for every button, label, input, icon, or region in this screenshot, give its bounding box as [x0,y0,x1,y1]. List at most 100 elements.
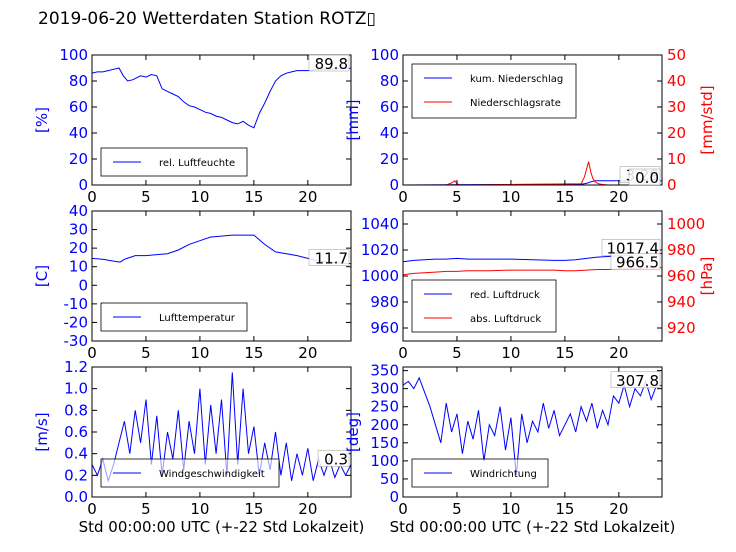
y-tick-label: 30 [69,221,88,239]
y-tick-label: 80 [380,72,399,90]
last-value-label: 0.3 [324,451,348,469]
y-tick-label: 0.2 [64,466,88,484]
figure-title-text: 2019-06-20 Wetterdaten Station ROTZ [38,9,367,29]
y-tick-label: -30 [64,332,89,350]
y-tick-label: 20 [69,150,88,168]
y2-tick-label: 50 [667,46,686,64]
x-tick-label: 10 [501,344,520,362]
value-box [628,168,661,186]
x-tick-label: 10 [501,188,520,206]
y-tick-label: 100 [370,46,399,64]
x-tick-label: 0 [87,500,97,518]
x-tick-label: 20 [609,344,628,362]
legend-label: abs. Luftdruck [470,314,541,325]
plot-frame [91,54,352,186]
panel-humidity: 0 5 10 15 20 0 20 40 60 80 100 [%] 89.8 rel. Luftfeuc… [33,46,352,206]
y-axis-label: [m/s] [33,412,51,451]
value-box [317,450,350,467]
y-tick-label: 40 [69,124,88,142]
y2-tick-label: 980 [667,241,696,259]
value-box [308,54,350,72]
y-tick-label: 50 [380,470,399,488]
y2-tick-label: 40 [667,72,686,90]
legend-label: Lufttemperatur [159,313,236,324]
x-axis-label: Std 00:00:00 UTC (+-22 Std Lokalzeit) [390,518,676,536]
last-value-label: 1017.4 [607,239,660,257]
y-tick-label: 0.4 [64,445,88,463]
last-value-label: 11.7 [315,250,348,268]
x-tick-label: 15 [244,188,263,206]
plot-frame [402,54,663,186]
legend-label: Windrichtung [470,469,537,480]
x-tick-label: 20 [298,500,317,518]
y-tick-label: 350 [370,362,399,380]
legend-label: Windgeschwindigkeit [159,469,265,480]
y-tick-label: 0.0 [64,488,88,506]
plot-frame [402,366,663,498]
y-axis-label: [deg] [344,412,362,452]
y-tick-label: 150 [370,434,399,452]
legend-label: Niederschlagsrate [470,98,561,109]
legend-box [411,63,577,119]
x-axis-label: Std 00:00:00 UTC (+-22 Std Lokalzeit) [79,518,365,536]
figure-title: 2019-06-20 Wetterdaten Station ROTZ▯ [38,9,376,29]
panel-temperature: 0 5 10 15 20-30-20-10010203040[C]11.7Lufttem… [33,202,352,362]
y-tick-label: 60 [380,98,399,116]
x-tick-label: 0 [398,188,408,206]
y2-tick-label: 10 [667,150,686,168]
y-tick-label: 0 [389,176,399,194]
last-value-label: 966.5 [616,254,659,272]
x-tick-label: 10 [190,344,209,362]
y-tick-label: 1040 [361,215,399,233]
x-tick-label: 20 [609,500,628,518]
series-line-wind_speed-0 [92,372,351,483]
x-tick-label: 5 [141,500,151,518]
series-line-humidity-0 [92,67,351,129]
y2-tick-label: 20 [667,124,686,142]
y-tick-label: -10 [64,295,89,313]
y-tick-label: 20 [380,150,399,168]
legend-label: kum. Niederschlag [470,74,563,85]
y-tick-label: 60 [69,98,88,116]
y-tick-label: 40 [380,124,399,142]
panel-wind_speed: 0 5 10 15 20 0.0 0.2 0.4 0.6 0.8 1.0 1.2 [m/s] 0.3 Win… [33,358,364,536]
x-tick-label: 0 [87,344,97,362]
x-tick-label: 20 [609,188,628,206]
x-tick-label: 10 [190,188,209,206]
x-tick-label: 20 [298,344,317,362]
y2-axis-label: [mm/std] [698,85,716,154]
x-tick-label: 5 [452,344,462,362]
y-tick-label: 1000 [361,267,399,285]
panel-wind_direction: 0 5 10 15 20050100150200250300350[deg]307.8W… [344,362,675,536]
y-tick-label: 10 [69,258,88,276]
last-value-label: 89.8 [315,55,348,73]
last-value-label: 307.8 [616,372,659,390]
y-tick-label: 0.6 [64,423,88,441]
panel-precipitation: 0 5 10 15 20 0 20 40 60 80 100 [mm] 0 10 20 30 40 50 [mm/s… [344,46,716,206]
series-line-wind_direction-0 [403,376,662,476]
x-tick-label: 10 [501,500,520,518]
y-axis-label: [%] [33,107,51,133]
y-tick-label: 960 [370,319,399,337]
value-box [610,253,661,270]
y-tick-label: 20 [69,239,88,257]
x-tick-label: 15 [244,500,263,518]
y2-tick-label: 960 [667,267,696,285]
y2-axis-label: [hPa] [698,257,716,296]
y2-tick-label: 0 [667,176,677,194]
y2-tick-label: 920 [667,319,696,337]
x-tick-label: 15 [555,344,574,362]
y-tick-label: 1020 [361,241,399,259]
x-tick-label: 0 [398,344,408,362]
x-tick-label: 5 [141,188,151,206]
y-axis-label: [mm] [344,100,362,141]
x-tick-label: 15 [555,500,574,518]
y-tick-label: 40 [69,202,88,220]
y-tick-label: 200 [370,416,399,434]
y-tick-label: 80 [69,72,88,90]
y2-tick-label: 940 [667,293,696,311]
x-tick-label: 20 [298,188,317,206]
panel-pressure: 0 5 10 15 20 960 980 1000 1020 1040 920 940 960 980 10… [361,210,716,362]
x-tick-label: 5 [452,500,462,518]
